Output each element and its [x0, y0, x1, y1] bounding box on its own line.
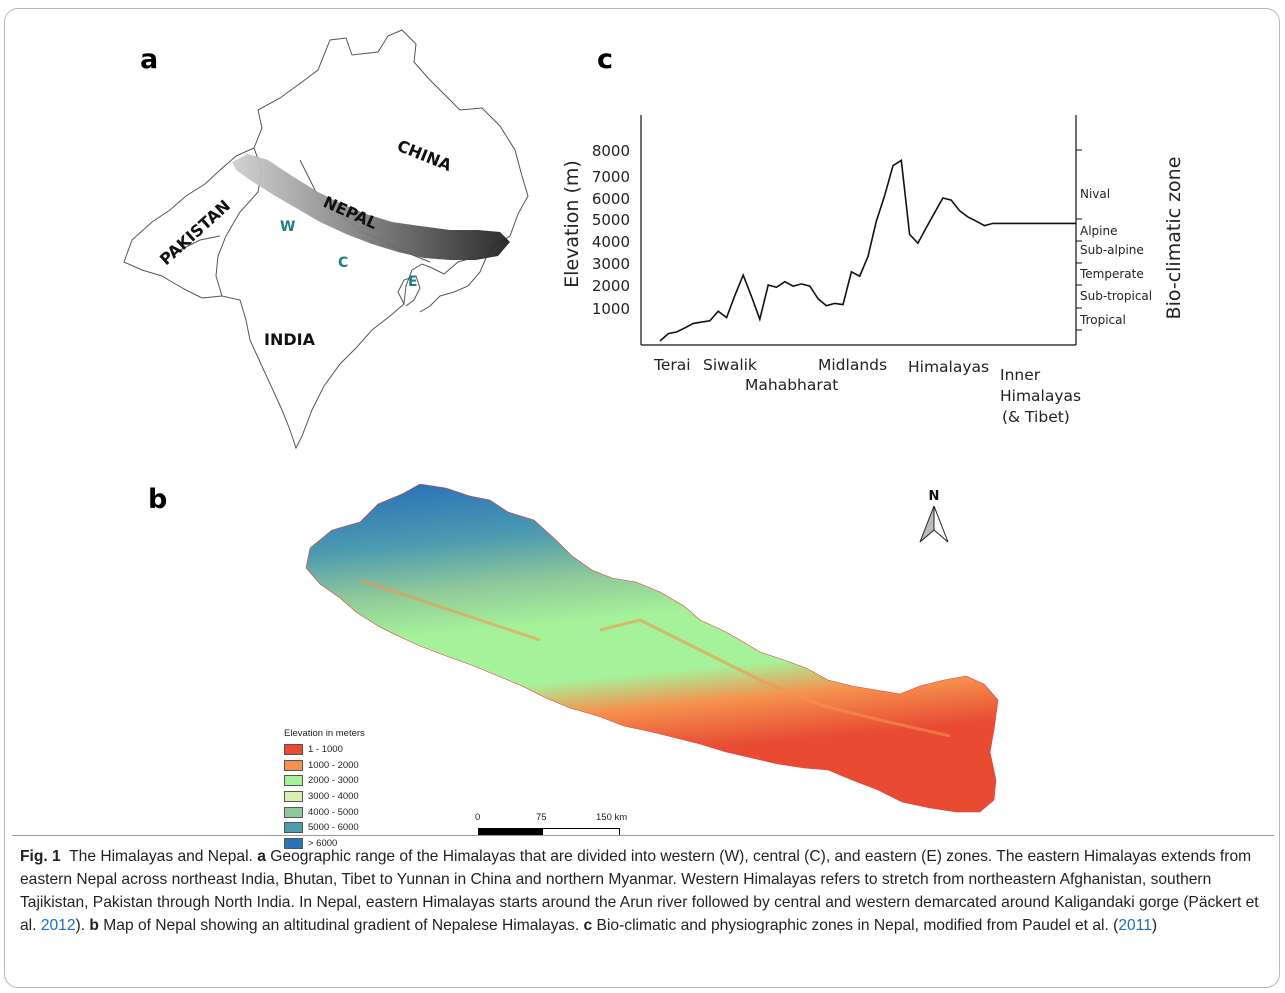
y-tick-label: 8000	[592, 142, 630, 160]
caption-a-label: a	[257, 848, 266, 865]
legend-swatch	[284, 822, 303, 834]
himalaya-relief	[232, 154, 510, 260]
legend-swatch	[284, 759, 303, 771]
zone-label: Nival	[1080, 187, 1110, 201]
caption-c-text: Bio-climatic and physiographic zones in …	[596, 917, 1119, 934]
legend-swatch	[284, 806, 303, 818]
legend-item: 1 - 1000	[284, 742, 365, 758]
y-tick-label: 7000	[592, 168, 630, 186]
region-label: Mahabharat	[745, 376, 838, 394]
region-label: Inner	[1000, 366, 1041, 384]
nepal-elevation-map: N	[305, 483, 999, 813]
region-label: Siwalik	[703, 356, 757, 374]
region-label: Midlands	[818, 356, 887, 374]
legend-item: 2000 - 3000	[284, 773, 365, 789]
zone-label: Sub-alpine	[1080, 243, 1144, 257]
caption-c-label: c	[583, 917, 593, 934]
caption-a-end: ).	[75, 917, 86, 934]
legend-swatch	[284, 791, 303, 803]
label-central: C	[338, 255, 348, 271]
caption-fig-label: Fig. 1	[20, 848, 61, 865]
y-tick-label: 3000	[592, 255, 630, 273]
label-west: W	[280, 219, 295, 235]
reference-link-2011[interactable]: 2011	[1118, 917, 1152, 934]
north-label: N	[929, 489, 940, 504]
panel-letter-a: a	[140, 44, 159, 75]
y2-axis-label: Bio-climatic zone	[1163, 157, 1185, 320]
caption-b-label: b	[89, 917, 99, 934]
zone-label: Tropical	[1079, 313, 1126, 327]
north-arrow-icon	[919, 505, 949, 543]
legend-label: 2000 - 3000	[308, 775, 359, 787]
legend-item: 3000 - 4000	[284, 789, 365, 805]
zone-label: Alpine	[1080, 224, 1117, 238]
zone-label: Temperate	[1079, 267, 1144, 281]
caption-b-text: Map of Nepal showing an altitudinal grad…	[103, 917, 580, 934]
region-label: (& Tibet)	[1002, 408, 1070, 426]
india-inner-border	[179, 235, 221, 251]
region-label: Terai	[653, 356, 691, 374]
legend-label: 1000 - 2000	[308, 759, 359, 771]
scale-label-75: 75	[536, 812, 547, 823]
y-tick-label: 1000	[592, 300, 630, 318]
legend-label: 3000 - 4000	[308, 791, 359, 803]
legend-item: 5000 - 6000	[284, 820, 365, 836]
y-axis-label: Elevation (m)	[561, 160, 583, 288]
legend-item: 4000 - 5000	[284, 804, 365, 820]
region-label: Himalayas	[908, 358, 989, 376]
india-border	[221, 257, 486, 450]
scale-label-0: 0	[475, 812, 481, 823]
himalaya-region-map: CHINA PAKISTAN NEPAL INDIA W C E	[123, 29, 529, 450]
legend-label: 1 - 1000	[308, 744, 343, 756]
caption-lead: The Himalayas and Nepal.	[69, 848, 253, 865]
legend-title: Elevation in meters	[284, 728, 365, 739]
legend-item: > 6000	[284, 836, 365, 852]
elevation-profile-line	[659, 159, 1076, 342]
reference-link-2012[interactable]: 2012	[40, 917, 76, 934]
legend-swatch	[284, 744, 303, 756]
caption-c-end: )	[1151, 917, 1158, 934]
china-border	[253, 29, 529, 259]
nepal-shape	[305, 483, 999, 813]
legend-swatch	[284, 775, 303, 787]
legend-item: 1000 - 2000	[284, 758, 365, 774]
caption-a-text: Geographic range of the Himalayas that a…	[20, 848, 1259, 934]
figure-caption: Fig. 1 The Himalayas and Nepal. a Geogra…	[20, 845, 1272, 985]
y-tick-label: 2000	[592, 277, 630, 295]
elevation-profile-chart: Elevation (m) Bio-climatic zone 1000 2000…	[561, 115, 1185, 426]
label-east: E	[408, 274, 418, 290]
elevation-legend: Elevation in meters 1 - 1000 1000 - 2000 2…	[284, 728, 365, 851]
legend-label: > 6000	[308, 837, 338, 849]
legend-swatch	[284, 837, 303, 849]
bangladesh-border	[397, 275, 421, 307]
northeast-border	[419, 257, 487, 313]
zone-label: Sub-tropical	[1080, 289, 1152, 303]
label-india: INDIA	[264, 330, 316, 349]
pakistan-border	[123, 147, 255, 299]
region-label: Himalayas	[1000, 387, 1081, 405]
caption-divider	[12, 835, 1274, 836]
legend-label: 5000 - 6000	[308, 822, 359, 834]
legend-label: 4000 - 5000	[308, 806, 359, 818]
scale-label-150: 150 km	[596, 812, 628, 823]
y-tick-label: 6000	[592, 190, 630, 208]
y-tick-label: 5000	[592, 211, 630, 229]
panel-letter-b: b	[148, 484, 168, 515]
figure-frame	[4, 8, 1280, 988]
panel-letter-c: c	[597, 44, 614, 75]
y-tick-label: 4000	[592, 233, 630, 251]
